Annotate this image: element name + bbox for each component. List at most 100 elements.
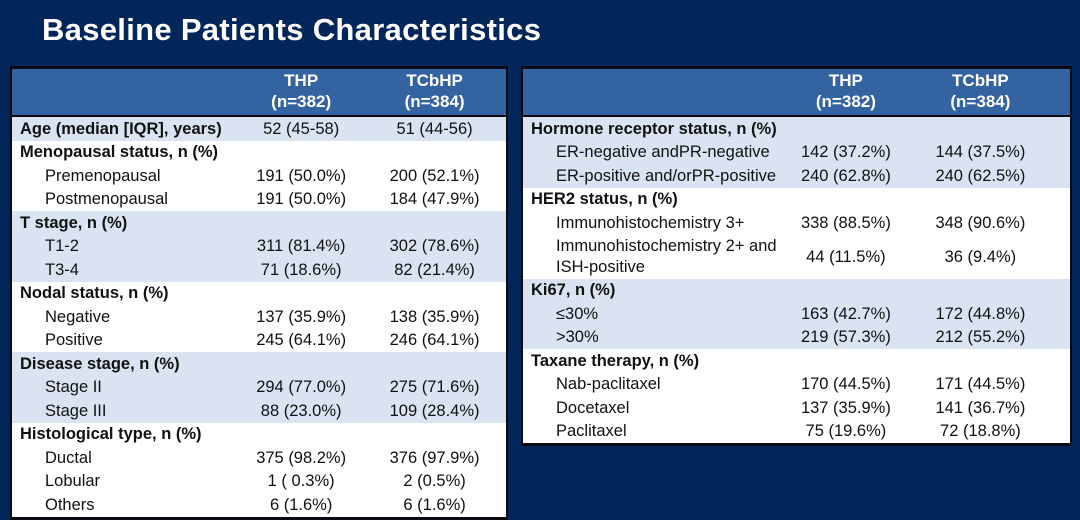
row-label: Nab-paclitaxel [522,372,781,397]
row-label: Stage II [11,375,240,400]
row-pad [1049,116,1071,141]
table-row: ≤30% 163 (42.7%) 172 (44.8%) [522,302,1071,326]
row-label: Postmenopausal [11,187,240,212]
row-value-tcbhp: 51 (44-56) [363,116,507,141]
row-value-tcbhp: 212 (55.2%) [911,325,1050,350]
row-value-tcbhp [363,281,507,306]
row-value-tcbhp: 2 (0.5%) [363,469,507,494]
row-value-tcbhp [911,349,1050,373]
row-pad [1049,211,1071,235]
table-row: Hormone receptor status, n (%) [522,116,1071,141]
table-row: Nodal status, n (%) [11,281,507,306]
table-row: Stage III 88 (23.0%) 109 (28.4%) [11,399,507,423]
row-value-tcbhp [911,278,1050,303]
row-value-thp [780,187,912,212]
row-pad [1049,372,1071,397]
row-label: Premenopausal [11,164,240,188]
row-value-thp [239,140,364,165]
row-pad [1049,140,1071,165]
table-header-row: THP (n=382) TCbHP (n=384) [522,67,1071,118]
row-pad [1049,325,1071,350]
column-header-thp: THP (n=382) [239,67,364,118]
row-value-tcbhp: 200 (52.1%) [363,164,507,188]
table-row: HER2 status, n (%) [522,187,1071,212]
table-row: Ductal 375 (98.2%) 376 (97.9%) [11,446,507,470]
table-row: ER-negative andPR-negative 142 (37.2%) 144… [522,140,1071,165]
row-value-tcbhp [363,211,507,235]
row-label: ER-negative andPR-negative [522,140,781,165]
row-value-thp: 71 (18.6%) [239,258,364,282]
row-value-thp [780,278,912,303]
row-label: Menopausal status, n (%) [11,140,240,165]
row-value-thp: 191 (50.0%) [239,187,364,212]
row-value-tcbhp: 138 (35.9%) [363,305,507,329]
row-pad [1049,396,1071,420]
table-body-right: Hormone receptor status, n (%) ER-negativ… [522,116,1071,445]
table-row: T stage, n (%) [11,211,507,235]
row-value-tcbhp: 240 (62.5%) [911,164,1050,188]
row-label: Stage III [11,399,240,423]
table-row: Negative 137 (35.9%) 138 (35.9%) [11,305,507,329]
page-title: Baseline Patients Characteristics [42,12,542,47]
table-row: Ki67, n (%) [522,278,1071,303]
row-value-tcbhp: 246 (64.1%) [363,328,507,353]
row-label: Immunohistochemistry 2+ and ISH-positive [522,234,781,279]
row-value-thp [239,281,364,306]
table-row: Disease stage, n (%) [11,352,507,376]
column-header-thp: THP (n=382) [780,67,912,118]
row-label: Nodal status, n (%) [11,281,240,306]
row-label: T3-4 [11,258,240,282]
row-label: Ki67, n (%) [522,278,781,303]
row-label: T stage, n (%) [11,211,240,235]
row-label: ER-positive and/orPR-positive [522,164,781,188]
table-row: Immunohistochemistry 3+ 338 (88.5%) 348 (9… [522,211,1071,235]
table-row: Docetaxel 137 (35.9%) 141 (36.7%) [522,396,1071,420]
row-value-thp [780,349,912,373]
row-value-thp: 338 (88.5%) [780,211,912,235]
row-value-thp [239,211,364,235]
row-value-thp: 191 (50.0%) [239,164,364,188]
row-value-tcbhp: 302 (78.6%) [363,234,507,259]
row-value-thp [780,116,912,141]
table-header-row: THP (n=382) TCbHP (n=384) [11,67,507,118]
row-value-tcbhp: 144 (37.5%) [911,140,1050,165]
row-value-thp: 311 (81.4%) [239,234,364,259]
table-row: Histological type, n (%) [11,422,507,447]
row-pad [1049,278,1071,303]
row-label: T1-2 [11,234,240,259]
row-pad [1049,187,1071,212]
table-row: Others 6 (1.6%) 6 (1.6%) [11,493,507,519]
tables-container: THP (n=382) TCbHP (n=384) Age (median [I… [10,66,1072,520]
row-label: Taxane therapy, n (%) [522,349,781,373]
table-row: Menopausal status, n (%) [11,140,507,165]
row-value-thp: 1 ( 0.3%) [239,469,364,494]
row-value-tcbhp: 36 (9.4%) [911,234,1050,279]
row-value-thp: 44 (11.5%) [780,234,912,279]
row-value-thp: 375 (98.2%) [239,446,364,470]
row-label: Lobular [11,469,240,494]
table-row: Stage II 294 (77.0%) 275 (71.6%) [11,375,507,400]
row-value-tcbhp [911,116,1050,141]
row-label: Immunohistochemistry 3+ [522,211,781,235]
row-label: Others [11,493,240,519]
column-header-pad [1049,67,1071,118]
row-value-thp [239,352,364,376]
row-value-thp: 142 (37.2%) [780,140,912,165]
row-value-tcbhp: 376 (97.9%) [363,446,507,470]
row-value-thp [239,422,364,447]
column-header-empty [522,67,781,118]
row-label: Paclitaxel [522,419,781,445]
row-value-thp: 245 (64.1%) [239,328,364,353]
row-value-thp: 137 (35.9%) [239,305,364,329]
row-value-tcbhp: 171 (44.5%) [911,372,1050,397]
row-value-tcbhp: 6 (1.6%) [363,493,507,519]
row-pad [1049,234,1071,279]
table-row: Age (median [IQR], years) 52 (45-58) 51 (4… [11,116,507,141]
row-label: Disease stage, n (%) [11,352,240,376]
table-row: ER-positive and/orPR-positive 240 (62.8%)… [522,164,1071,188]
row-label: Hormone receptor status, n (%) [522,116,781,141]
row-value-thp: 294 (77.0%) [239,375,364,400]
table-row: T3-4 71 (18.6%) 82 (21.4%) [11,258,507,282]
row-value-tcbhp [363,422,507,447]
